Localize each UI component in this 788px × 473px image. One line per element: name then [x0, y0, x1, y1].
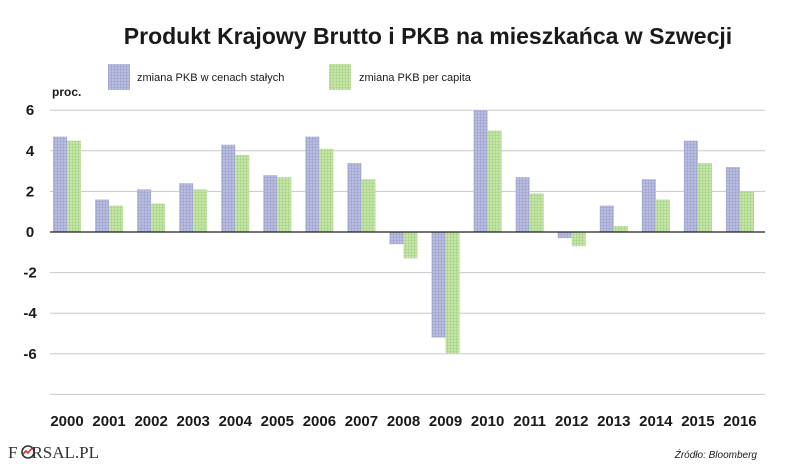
x-tick-label: 2001	[92, 413, 125, 430]
source-note: Źródło: Bloomberg	[674, 448, 758, 461]
y-tick-label: 2	[26, 183, 34, 200]
logo-text: F RSAL.PL	[8, 443, 99, 462]
x-tick-label: 2012	[555, 413, 588, 430]
bar-series-1-2000	[53, 136, 67, 232]
x-tick-label: 2015	[681, 413, 714, 430]
bar-series-1-2001	[95, 199, 110, 232]
x-tick-label: 2014	[639, 413, 673, 430]
bar-series-1-2002	[137, 189, 152, 232]
gridlines	[50, 109, 765, 395]
y-tick-label: -6	[23, 346, 36, 363]
x-tick-label: 2005	[261, 413, 294, 430]
logo-arrow-icon	[22, 446, 34, 455]
y-axis-unit-label: proc.	[52, 85, 81, 99]
bar-series-2-2002	[151, 203, 166, 232]
bar-series-2-2009	[445, 232, 460, 354]
forsal-logo: F RSAL.PL	[8, 443, 99, 462]
bar-series-2-2013	[613, 225, 628, 232]
x-tick-label: 2008	[387, 413, 420, 430]
x-tick-label: 2011	[513, 413, 546, 430]
bar-series-1-2016	[725, 167, 740, 232]
legend-swatch-series-1	[108, 64, 130, 90]
bar-series-2-2011	[529, 193, 544, 232]
bar-series-2-2016	[739, 191, 754, 232]
bar-series-2-2006	[319, 148, 334, 232]
bar-series-1-2014	[641, 179, 656, 232]
x-tick-label: 2007	[345, 413, 378, 430]
logo-part-1: F	[8, 443, 17, 462]
chart-title: Produkt Krajowy Brutto i PKB na mieszkań…	[124, 23, 732, 49]
legend: zmiana PKB w cenach stałych zmiana PKB p…	[108, 64, 472, 90]
x-tick-label: 2000	[50, 413, 83, 430]
logo-part-2: RSAL.PL	[31, 443, 99, 462]
bar-series-1-2006	[305, 136, 320, 232]
bar-series-1-2015	[683, 140, 698, 232]
bar-series-1-2003	[179, 183, 194, 232]
legend-label-series-1: zmiana PKB w cenach stałych	[137, 72, 284, 84]
x-tick-labels: 2000 2001 2002 2003 2004 2005 2006 2007 2008 2009…	[50, 413, 756, 430]
bar-series-2-2003	[193, 189, 208, 232]
bar-series-2-2005	[277, 177, 292, 232]
bar-series-2-2008	[403, 232, 418, 259]
bar-series-1-2005	[263, 175, 278, 232]
y-tick-labels: 6 4 2 0 -2 -4 -6	[23, 102, 37, 363]
y-tick-label: 6	[26, 102, 34, 119]
x-tick-label: 2003	[177, 413, 210, 430]
bar-series-2-2007	[361, 179, 376, 232]
legend-label-series-2: zmiana PKB per capita	[359, 72, 472, 84]
bar-series-2-2001	[109, 205, 124, 232]
bar-series-2-2012	[571, 232, 586, 247]
logo-o-ring	[21, 445, 35, 459]
y-tick-label: -2	[23, 265, 36, 282]
x-tick-label: 2002	[134, 413, 167, 430]
bar-series-2-2014	[655, 199, 670, 232]
bar-series-1-2011	[515, 177, 530, 232]
bar-series-1-2013	[599, 205, 614, 232]
bar-series-2-2015	[697, 162, 712, 232]
x-tick-label: 2006	[303, 413, 336, 430]
bar-series-2-2000	[67, 140, 81, 232]
y-tick-label: 4	[26, 143, 35, 160]
x-tick-label: 2016	[723, 413, 756, 430]
y-tick-label: 0	[26, 224, 34, 241]
x-tick-label: 2009	[429, 413, 462, 430]
x-tick-label: 2013	[597, 413, 630, 430]
bar-series-1-2008	[389, 232, 404, 245]
bar-series-1-2010	[473, 110, 488, 232]
bar-series-1-2007	[347, 162, 362, 232]
bar-series-2-2004	[235, 154, 250, 232]
bars	[53, 110, 754, 354]
legend-swatch-series-2	[329, 64, 351, 90]
x-tick-label: 2004	[219, 413, 253, 430]
x-tick-label: 2010	[471, 413, 504, 430]
bar-series-2-2010	[487, 130, 502, 232]
bar-series-1-2012	[557, 232, 572, 239]
y-tick-label: -4	[23, 305, 37, 322]
bar-series-1-2004	[221, 144, 236, 232]
bar-series-1-2009	[431, 232, 446, 338]
